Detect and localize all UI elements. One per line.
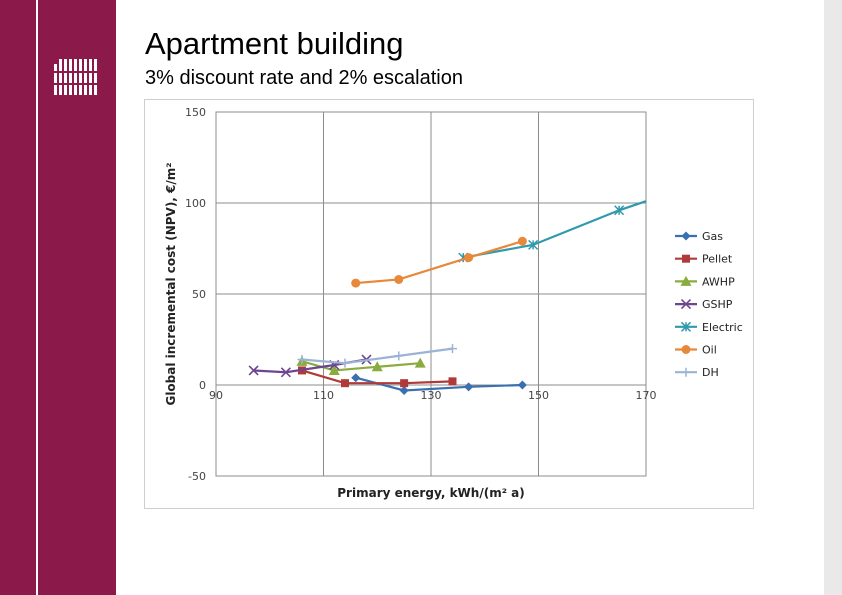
x-tick-label: 170 (636, 389, 657, 402)
data-point-oil (351, 278, 361, 288)
data-point-pellet (341, 379, 349, 388)
series-line-dh (301, 347, 453, 365)
x-tick-label: 110 (313, 389, 334, 402)
data-point-dh (394, 351, 404, 361)
legend-marker-awhp (680, 275, 692, 286)
legend-label-electric: Electric (702, 321, 743, 334)
series-oil (351, 236, 527, 288)
data-point-oil (464, 253, 474, 263)
series-line-pellet (301, 369, 453, 385)
legend-item-pellet: Pellet (675, 253, 733, 266)
sidebar-divider-line (36, 0, 38, 595)
x-axis-title: Primary energy, kWh/(m² a) (337, 486, 524, 500)
y-tick-label: 50 (192, 288, 206, 301)
data-point-oil (517, 236, 527, 246)
series-line-electric (463, 200, 647, 259)
data-point-oil (394, 274, 404, 284)
legend-label-dh: DH (702, 366, 719, 379)
legend-marker-pellet (682, 254, 690, 263)
y-axis-title: Global incremental cost (NPV), €/m² (164, 162, 178, 405)
chart-container: 90 110 130 150 170 150 100 50 0 -50 Primary energy… (144, 99, 754, 509)
chart-svg: 90 110 130 150 170 150 100 50 0 -50 Primary energy… (164, 106, 743, 500)
data-point-awhp (328, 364, 340, 375)
data-point-gas (399, 385, 409, 395)
legend-item-dh: DH (675, 366, 719, 379)
legend-item-electric: Electric (675, 321, 743, 334)
data-point-dh (297, 355, 307, 365)
series-dh (297, 344, 457, 368)
data-point-electric (614, 205, 625, 216)
legend-marker-oil (681, 345, 691, 354)
legend-label-oil: Oil (702, 344, 717, 357)
y-tick-label: 100 (185, 197, 206, 210)
slide-right-strip (824, 0, 842, 595)
x-tick-label: 90 (209, 389, 223, 402)
data-point-awhp (371, 361, 383, 372)
series-gas (351, 373, 527, 395)
legend-label-awhp: AWHP (702, 275, 735, 288)
legend-item-gshp: GSHP (675, 298, 733, 311)
y-tick-label: 150 (185, 106, 206, 119)
legend-marker-electric (680, 321, 692, 332)
y-tick-label: 0 (199, 379, 206, 392)
data-point-gas (351, 373, 361, 383)
slide-title: Apartment building (145, 26, 404, 61)
x-tick-label: 150 (528, 389, 549, 402)
legend-label-gas: Gas (702, 230, 723, 243)
y-tick-label: -50 (188, 470, 206, 483)
data-point-gas (464, 382, 474, 392)
data-point-dh (448, 344, 457, 354)
legend-label-pellet: Pellet (702, 253, 733, 266)
data-point-gshp (280, 367, 291, 378)
legend-marker-gshp (680, 299, 692, 310)
series-line-awhp (301, 360, 421, 372)
data-point-pellet (448, 377, 457, 386)
legend-item-oil: Oil (675, 344, 717, 357)
legend-label-gshp: GSHP (702, 298, 733, 311)
series-line-gshp (253, 358, 367, 374)
series-awhp (296, 355, 426, 375)
legend-marker-gas (681, 231, 691, 241)
slide-sidebar (0, 0, 116, 595)
data-point-pellet (400, 379, 409, 388)
data-point-awhp (414, 357, 426, 368)
data-point-dh (340, 358, 350, 368)
data-point-gshp (248, 365, 259, 376)
legend-item-gas: Gas (675, 230, 723, 243)
legend-item-awhp: AWHP (675, 275, 735, 288)
x-tick-label: 130 (421, 389, 442, 402)
grid-logo-icon (54, 59, 97, 95)
data-point-gas (517, 380, 527, 390)
series-line-oil (355, 240, 523, 285)
data-point-electric (528, 239, 539, 250)
legend-marker-dh (681, 367, 691, 377)
slide-subtitle: 3% discount rate and 2% escalation (145, 67, 463, 89)
